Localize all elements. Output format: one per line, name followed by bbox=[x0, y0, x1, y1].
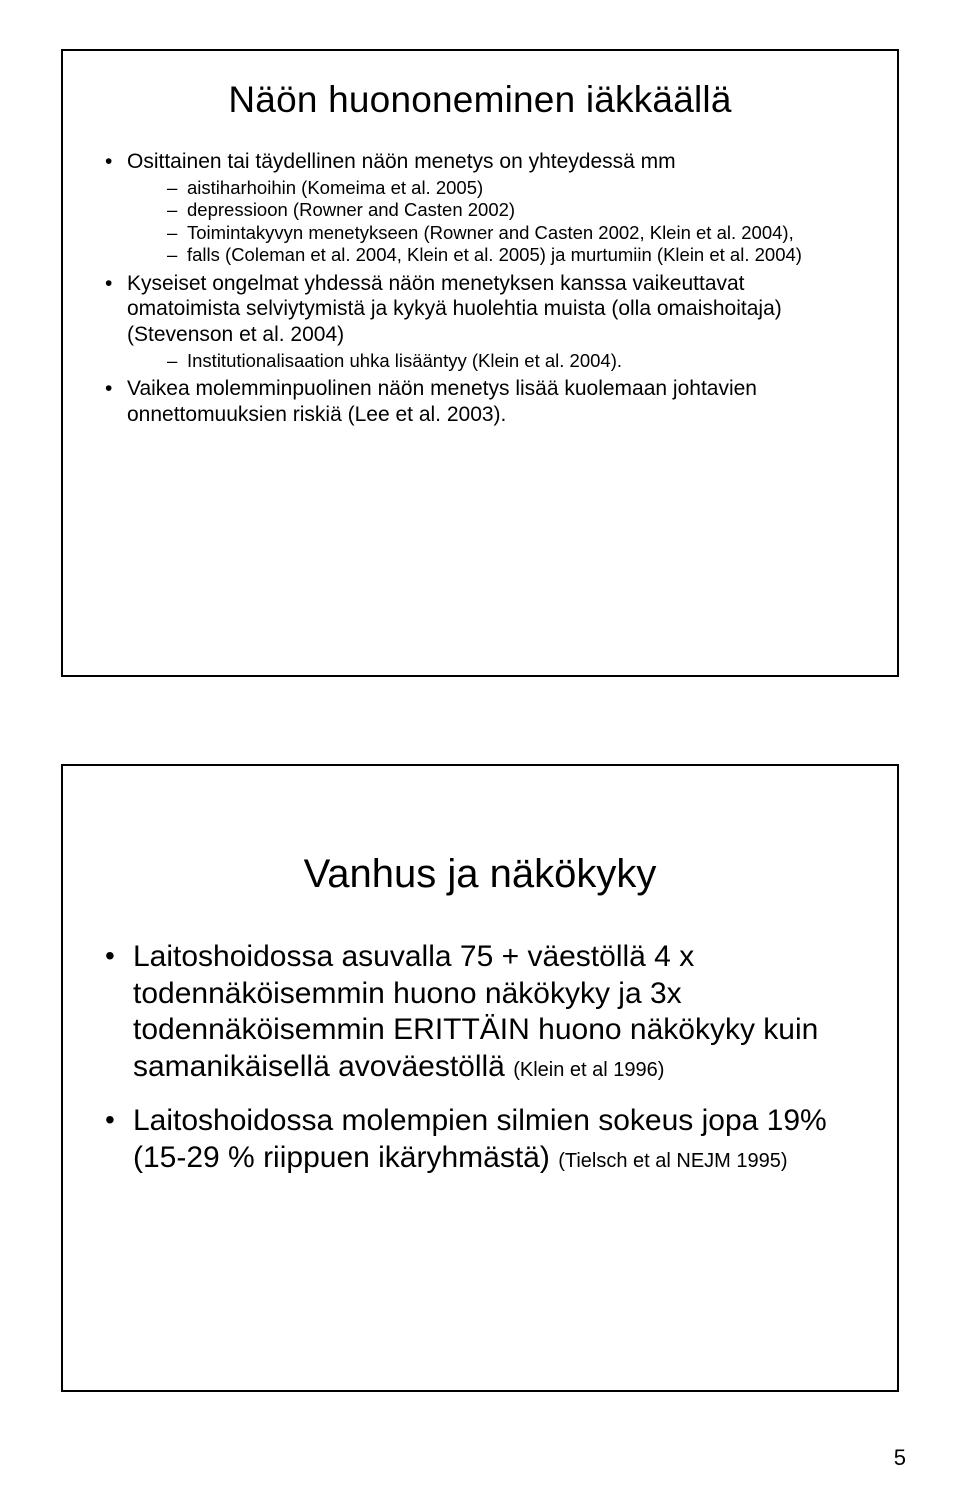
slide-2-bullets: Laitoshoidossa asuvalla 75 + väestöllä 4… bbox=[105, 939, 855, 1177]
sub-bullet-item: falls (Coleman et al. 2004, Klein et al.… bbox=[147, 244, 855, 267]
bullet-ref: (Tielsch et al NEJM 1995) bbox=[558, 1150, 787, 1172]
sub-bullet-item: Toimintakyvyn menetykseen (Rowner and Ca… bbox=[147, 222, 855, 245]
bullet-text: Osittainen tai täydellinen näön menetys … bbox=[127, 150, 676, 173]
sub-bullets: aistiharhoihin (Komeima et al. 2005) dep… bbox=[127, 177, 855, 267]
bullet-ref: (Klein et al 1996) bbox=[513, 1059, 664, 1081]
bullet-item: Laitoshoidossa asuvalla 75 + väestöllä 4… bbox=[105, 939, 855, 1085]
page: Näön huononeminen iäkkäällä Osittainen t… bbox=[0, 0, 960, 1501]
bullet-item: Kyseiset ongelmat yhdessä näön menetykse… bbox=[105, 271, 855, 372]
sub-bullet-item: aistiharhoihin (Komeima et al. 2005) bbox=[147, 177, 855, 200]
bullet-item: Osittainen tai täydellinen näön menetys … bbox=[105, 149, 855, 267]
slide-1-bullets: Osittainen tai täydellinen näön menetys … bbox=[105, 149, 855, 427]
bullet-text: Laitoshoidossa asuvalla 75 + väestöllä 4… bbox=[133, 940, 818, 1083]
bullet-item: Laitoshoidossa molempien silmien sokeus … bbox=[105, 1103, 855, 1176]
slide-1-title: Näön huononeminen iäkkäällä bbox=[105, 79, 855, 121]
sub-bullet-item: depressioon (Rowner and Casten 2002) bbox=[147, 199, 855, 222]
slide-2: Vanhus ja näkökyky Laitoshoidossa asuval… bbox=[61, 764, 899, 1392]
bullet-item: Vaikea molemminpuolinen näön menetys lis… bbox=[105, 376, 855, 427]
sub-bullet-item: Institutionalisaation uhka lisääntyy (Kl… bbox=[147, 350, 855, 373]
slide-1: Näön huononeminen iäkkäällä Osittainen t… bbox=[61, 49, 899, 677]
page-number: 5 bbox=[894, 1445, 906, 1471]
bullet-text: Vaikea molemminpuolinen näön menetys lis… bbox=[127, 377, 757, 426]
sub-bullets: Institutionalisaation uhka lisääntyy (Kl… bbox=[127, 350, 855, 373]
slide-2-title: Vanhus ja näkökyky bbox=[105, 852, 855, 897]
bullet-text: Kyseiset ongelmat yhdessä näön menetykse… bbox=[127, 272, 782, 346]
